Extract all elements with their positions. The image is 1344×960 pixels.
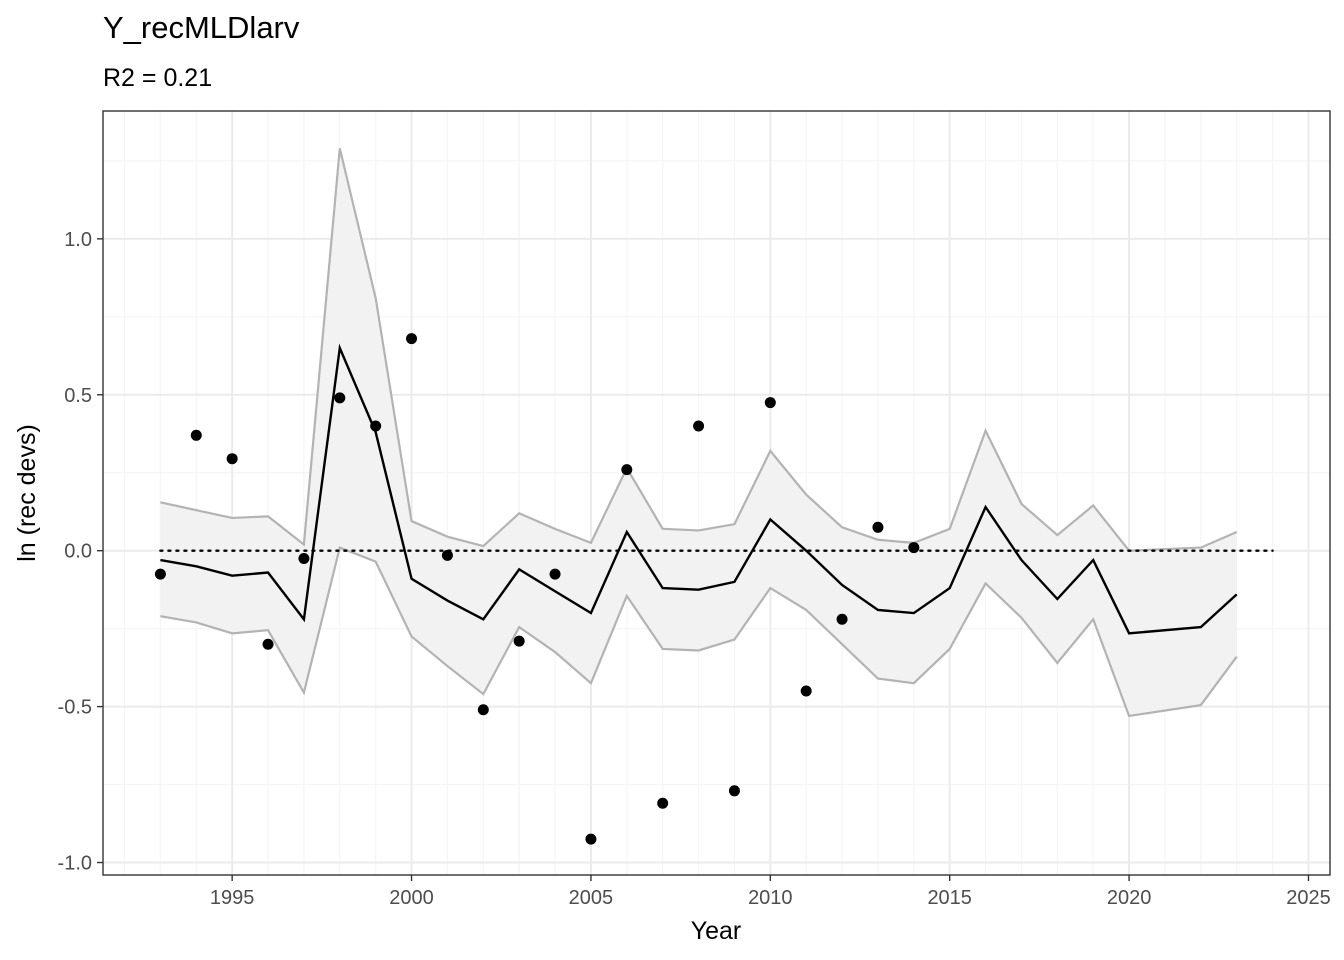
minor-gridlines bbox=[103, 111, 1330, 875]
x-tick-label: 2015 bbox=[927, 887, 972, 909]
observed-points bbox=[154, 333, 920, 845]
mean-line bbox=[160, 343, 1238, 635]
y-tick-label: 0.5 bbox=[64, 385, 92, 407]
data-point bbox=[298, 552, 310, 564]
data-point bbox=[513, 635, 525, 647]
y-tick-label: 1.0 bbox=[64, 229, 92, 251]
data-point bbox=[549, 568, 561, 580]
y-axis-title: ln (rec devs) bbox=[13, 424, 41, 562]
confidence-band bbox=[160, 148, 1238, 718]
data-point bbox=[764, 397, 776, 409]
data-point bbox=[190, 429, 202, 441]
y-tick-label: -0.5 bbox=[58, 697, 92, 719]
chart-subtitle: R2 = 0.21 bbox=[103, 64, 213, 92]
panel-frame bbox=[102, 110, 1331, 876]
data-point bbox=[657, 797, 669, 809]
x-tick-label: 1995 bbox=[210, 887, 255, 909]
x-tick-label: 2005 bbox=[569, 887, 614, 909]
data-point bbox=[226, 453, 238, 465]
upper-bound-line bbox=[160, 148, 1238, 552]
chart-title: Y_recMLDlarv bbox=[103, 10, 300, 45]
y-tick-label: 0.0 bbox=[64, 541, 92, 563]
data-point bbox=[693, 420, 705, 432]
data-point bbox=[406, 333, 418, 345]
data-point bbox=[370, 420, 382, 432]
x-tick-label: 2010 bbox=[748, 887, 793, 909]
x-axis-title: Year bbox=[691, 917, 742, 945]
data-point bbox=[262, 638, 274, 650]
data-point bbox=[621, 464, 633, 476]
data-point bbox=[441, 549, 453, 561]
x-tick-label: 2000 bbox=[389, 887, 434, 909]
major-gridlines bbox=[103, 111, 1330, 875]
x-tick-label: 2020 bbox=[1107, 887, 1152, 909]
fitted-mean-line bbox=[160, 343, 1238, 635]
data-point bbox=[334, 392, 346, 404]
x-tick-label: 2025 bbox=[1286, 887, 1331, 909]
data-point bbox=[154, 568, 166, 580]
data-point bbox=[836, 613, 848, 625]
confidence-band-fill bbox=[160, 148, 1237, 716]
lower-bound-line bbox=[160, 546, 1238, 718]
data-point bbox=[585, 833, 597, 845]
y-axis-ticks: -1.0 -0.5 0.0 0.5 1.0 bbox=[58, 229, 103, 875]
y-tick-label: -1.0 bbox=[58, 853, 92, 875]
data-point bbox=[728, 785, 740, 797]
data-point bbox=[872, 521, 884, 533]
data-point bbox=[908, 542, 920, 554]
data-point bbox=[800, 685, 812, 697]
data-point bbox=[477, 704, 489, 716]
panel-border bbox=[102, 110, 1331, 876]
x-axis-ticks: 1995 2000 2005 2010 2015 2020 2025 bbox=[210, 875, 1331, 909]
